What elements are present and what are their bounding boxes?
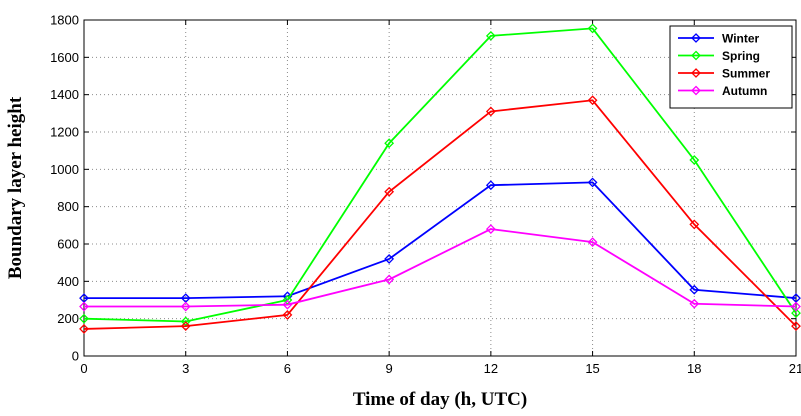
y-tick-label: 600	[57, 237, 79, 252]
legend-marker-winter	[691, 33, 701, 43]
legend-marker-spring	[691, 50, 701, 61]
y-tick-label: 1800	[50, 13, 79, 28]
y-tick-label: 1400	[50, 87, 79, 102]
x-axis-title: Time of day (h, UTC)	[353, 389, 527, 410]
data-point-spring	[79, 313, 89, 324]
legend-item-autumn: Autumn	[678, 84, 767, 98]
series-summer	[79, 95, 801, 334]
legend-label-autumn: Autumn	[722, 84, 767, 98]
data-point-winter	[689, 284, 700, 295]
x-tick-label: 15	[585, 361, 599, 376]
data-point-autumn	[791, 301, 801, 312]
legend-marker-autumn	[691, 85, 701, 96]
legend-label-spring: Spring	[722, 49, 760, 63]
x-tick-label: 0	[80, 361, 87, 376]
series-autumn	[79, 224, 801, 312]
legend-item-spring: Spring	[678, 49, 760, 63]
data-point-winter	[587, 177, 598, 188]
data-point-autumn	[180, 301, 191, 312]
y-tick-label: 200	[57, 311, 79, 326]
series-line-autumn	[84, 228, 797, 308]
legend-label-summer: Summer	[722, 67, 770, 81]
data-point-summer	[485, 106, 496, 117]
x-tick-label: 3	[182, 361, 189, 376]
data-point-spring	[791, 308, 801, 318]
axis-ticks: 0 3 6 9 12 15 18 21 0 200 400 600 800 1000 1200 1400 160…	[50, 13, 801, 377]
x-tick-label: 18	[687, 361, 701, 376]
data-point-winter	[384, 254, 395, 264]
legend-box	[669, 25, 793, 109]
data-point-autumn	[485, 224, 496, 234]
x-tick-label: 9	[386, 361, 393, 376]
data-point-autumn	[587, 237, 598, 248]
x-tick-label: 6	[284, 361, 291, 376]
data-point-spring	[384, 138, 395, 149]
y-tick-label: 400	[57, 274, 79, 289]
data-point-spring	[485, 30, 496, 41]
legend-label-winter: Winter	[722, 32, 760, 46]
data-point-autumn	[79, 301, 89, 312]
legend: Winter Spring Summer Autumn	[669, 25, 793, 109]
series-line-winter	[84, 181, 797, 300]
plot-frame	[83, 19, 797, 357]
y-tick-label: 800	[57, 199, 79, 214]
y-tick-label: 1200	[50, 125, 79, 140]
data-point-spring	[689, 155, 700, 165]
x-tick-label: 21	[789, 361, 801, 376]
y-tick-label: 1600	[50, 50, 79, 65]
legend-marker-summer	[691, 68, 701, 78]
series-line-summer	[83, 99, 797, 330]
data-point-summer	[282, 310, 293, 320]
legend-item-summer: Summer	[678, 67, 770, 81]
series-lines	[79, 23, 801, 334]
y-tick-label: 1000	[50, 162, 79, 177]
legend-item-winter: Winter	[678, 32, 760, 46]
data-point-summer	[79, 324, 89, 334]
data-point-summer	[180, 321, 191, 332]
series-line-spring	[83, 27, 797, 323]
data-point-summer	[689, 219, 700, 230]
data-point-summer	[384, 186, 395, 197]
data-point-summer	[791, 321, 801, 332]
data-point-autumn	[282, 299, 293, 310]
x-tick-label: 12	[484, 361, 498, 376]
y-tick-label: 0	[72, 349, 79, 364]
series-winter	[79, 177, 801, 304]
data-point-summer	[587, 95, 598, 106]
y-axis-title: Boundary layer height	[5, 96, 26, 279]
data-point-spring	[587, 23, 598, 34]
data-point-autumn	[689, 298, 700, 309]
data-point-winter	[485, 180, 496, 191]
data-point-autumn	[384, 274, 395, 285]
